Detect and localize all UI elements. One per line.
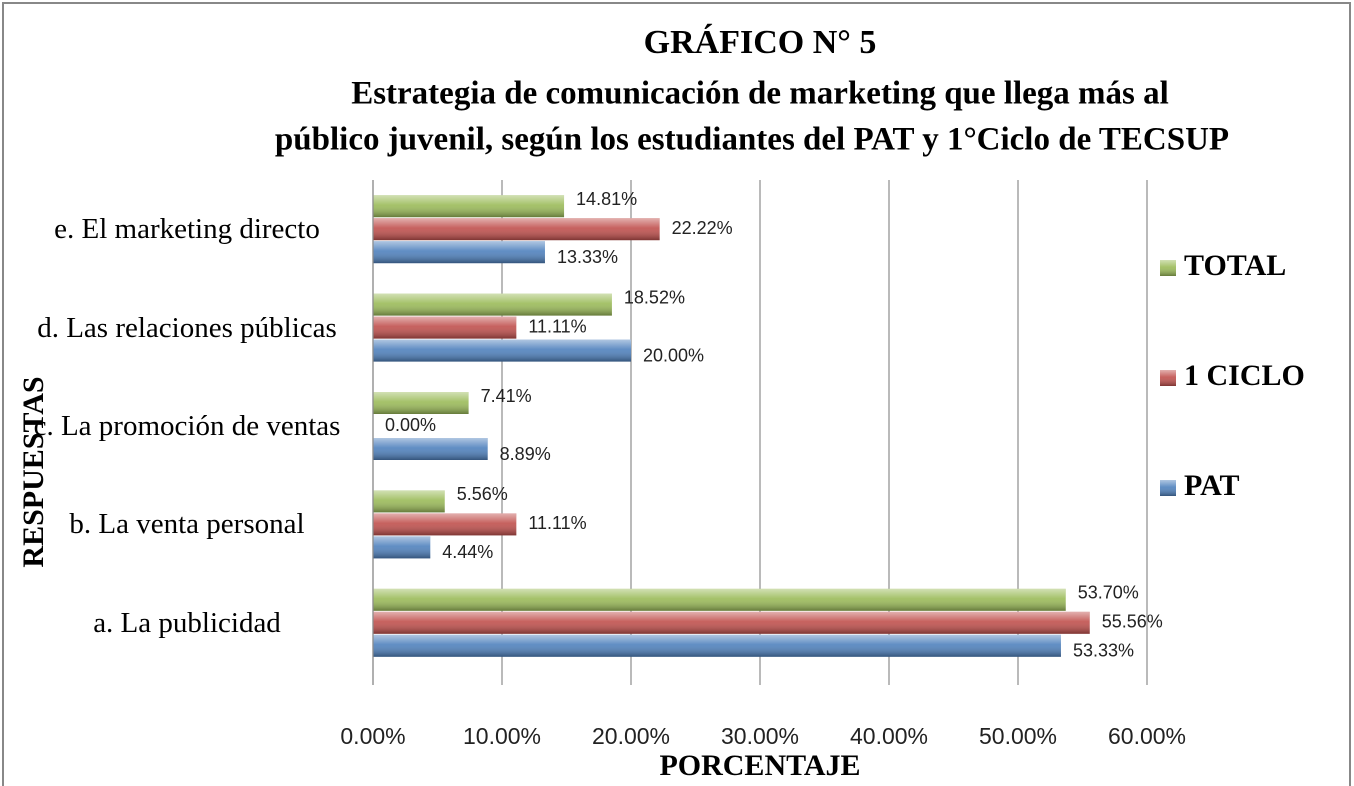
legend-label: TOTAL <box>1184 249 1286 282</box>
bar-shine <box>373 611 1090 634</box>
data-label: 8.89% <box>500 444 551 464</box>
y-axis-label: RESPUESTAS <box>17 376 50 567</box>
y-tick-label: e. El marketing directo <box>54 213 320 246</box>
bar-shine <box>373 588 1066 611</box>
chart-subtitle: Estrategia de comunicación de marketing … <box>351 76 1169 112</box>
bar-shine <box>373 218 660 241</box>
x-tick-label: 60.00% <box>1108 723 1186 749</box>
bar-shine <box>373 513 517 536</box>
x-tick-label: 50.00% <box>979 723 1057 749</box>
legend-swatch-shine <box>1160 370 1176 386</box>
chart-subtitle: público juvenil, según los estudiantes d… <box>275 122 1229 158</box>
y-tick-label: a. La publicidad <box>93 606 281 639</box>
data-label: 13.33% <box>557 247 618 267</box>
data-label: 4.44% <box>442 542 493 562</box>
bar-shine <box>373 339 631 362</box>
x-tick-label: 40.00% <box>850 723 928 749</box>
x-tick-label: 20.00% <box>592 723 670 749</box>
data-label: 20.00% <box>643 345 704 365</box>
bar-shine <box>373 490 445 513</box>
bar-shine <box>373 195 565 218</box>
data-label: 0.00% <box>385 415 436 435</box>
x-tick-label: 30.00% <box>721 723 799 749</box>
data-label: 53.70% <box>1078 583 1139 603</box>
data-label: 11.11% <box>528 513 586 533</box>
legend-swatch-shine <box>1160 260 1176 276</box>
y-tick-label: b. La venta personal <box>69 508 305 541</box>
bar-shine <box>373 392 469 414</box>
y-tick-label: d. Las relaciones públicas <box>37 311 337 344</box>
bar-shine <box>373 241 545 264</box>
data-label: 5.56% <box>457 484 508 504</box>
legend-label: 1 CICLO <box>1184 359 1305 392</box>
data-label: 18.52% <box>624 287 685 307</box>
data-label: 53.33% <box>1073 641 1134 661</box>
data-label: 11.11% <box>528 316 586 336</box>
data-label: 22.22% <box>672 218 733 238</box>
x-axis-label: PORCENTAJE <box>659 749 860 782</box>
y-tick-label: c. La promoción de ventas <box>33 410 341 442</box>
bar-shine <box>373 316 517 339</box>
x-tick-label: 10.00% <box>463 723 541 749</box>
bar-shine <box>373 293 612 316</box>
data-label: 55.56% <box>1102 612 1163 632</box>
bar-shine <box>373 536 431 559</box>
legend-label: PAT <box>1184 469 1240 502</box>
chart-title: GRÁFICO N° 5 <box>644 24 877 61</box>
data-label: 7.41% <box>481 386 532 406</box>
x-tick-label: 0.00% <box>340 723 405 749</box>
bar-shine <box>373 438 488 460</box>
bar-shine <box>373 634 1061 657</box>
legend-swatch-shine <box>1160 480 1176 496</box>
data-label: 14.81% <box>576 189 637 209</box>
